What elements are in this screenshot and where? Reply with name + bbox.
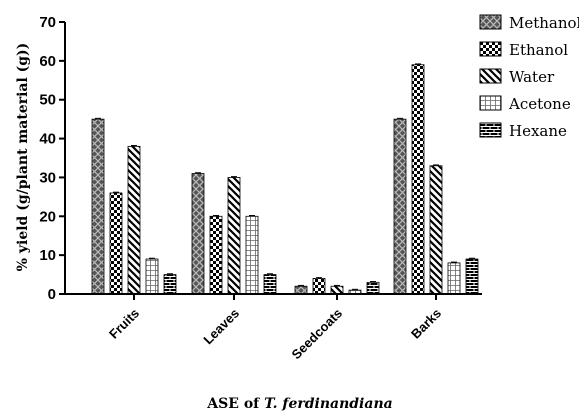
legend-swatch-ethanol	[480, 42, 501, 56]
bar-acetone-barks	[448, 263, 460, 294]
legend-swatch-acetone	[480, 96, 501, 110]
bar-water-seedcoats	[331, 286, 343, 294]
bar-hexane-fruits	[164, 275, 176, 294]
legend-label-acetone: Acetone	[508, 95, 571, 113]
bar-acetone-fruits	[146, 259, 158, 294]
legend-label-hexane: Hexane	[509, 122, 567, 140]
bar-methanol-leaves	[192, 174, 204, 294]
bar-ethanol-fruits	[110, 193, 122, 294]
y-tick-label: 50	[39, 92, 56, 109]
legend-swatch-hexane	[480, 123, 501, 137]
y-tick-label: 20	[39, 208, 56, 225]
x-axis-title-species: T. ferdinandiana	[264, 396, 393, 412]
x-axis: Fruits Leaves Seedcoats Barks	[65, 294, 482, 362]
x-axis-title: ASE of T. ferdinandiana	[206, 396, 392, 412]
y-axis-title: % yield (g/plant material (g))	[15, 43, 31, 272]
plot-area	[92, 64, 478, 294]
y-tick-label: 60	[39, 53, 56, 70]
bar-ethanol-seedcoats	[313, 278, 325, 294]
legend-swatch-methanol	[480, 15, 501, 29]
bar-hexane-barks	[466, 259, 478, 294]
legend-label-ethanol: Ethanol	[509, 41, 568, 59]
bar-acetone-leaves	[246, 216, 258, 294]
y-tick-label: 0	[48, 286, 56, 303]
x-axis-title-prefix: ASE of	[206, 396, 264, 412]
bar-ethanol-barks	[412, 65, 424, 294]
y-tick-label: 70	[39, 14, 56, 31]
y-tick-label: 40	[39, 131, 56, 148]
x-tick-label: Fruits	[106, 306, 142, 342]
legend: Methanol Ethanol Water Acetone Hexane	[480, 14, 579, 140]
y-axis: 0 10 20 30 40 50 60 70	[39, 14, 65, 303]
legend-label-methanol: Methanol	[509, 14, 579, 32]
y-tick-label: 30	[39, 169, 56, 186]
bar-hexane-leaves	[264, 275, 276, 294]
x-tick-label: Leaves	[200, 306, 242, 348]
bar-water-barks	[430, 166, 442, 294]
bar-water-leaves	[228, 177, 240, 294]
bar-methanol-fruits	[92, 119, 104, 294]
x-tick-label: Seedcoats	[289, 306, 346, 363]
bar-methanol-seedcoats	[295, 286, 307, 294]
bar-water-fruits	[128, 146, 140, 294]
y-tick-label: 10	[39, 247, 56, 264]
bar-methanol-barks	[394, 119, 406, 294]
bar-ethanol-leaves	[210, 216, 222, 294]
bar-hexane-seedcoats	[367, 282, 379, 294]
legend-label-water: Water	[509, 68, 555, 86]
legend-swatch-water	[480, 69, 501, 83]
x-tick-label: Barks	[408, 306, 444, 342]
